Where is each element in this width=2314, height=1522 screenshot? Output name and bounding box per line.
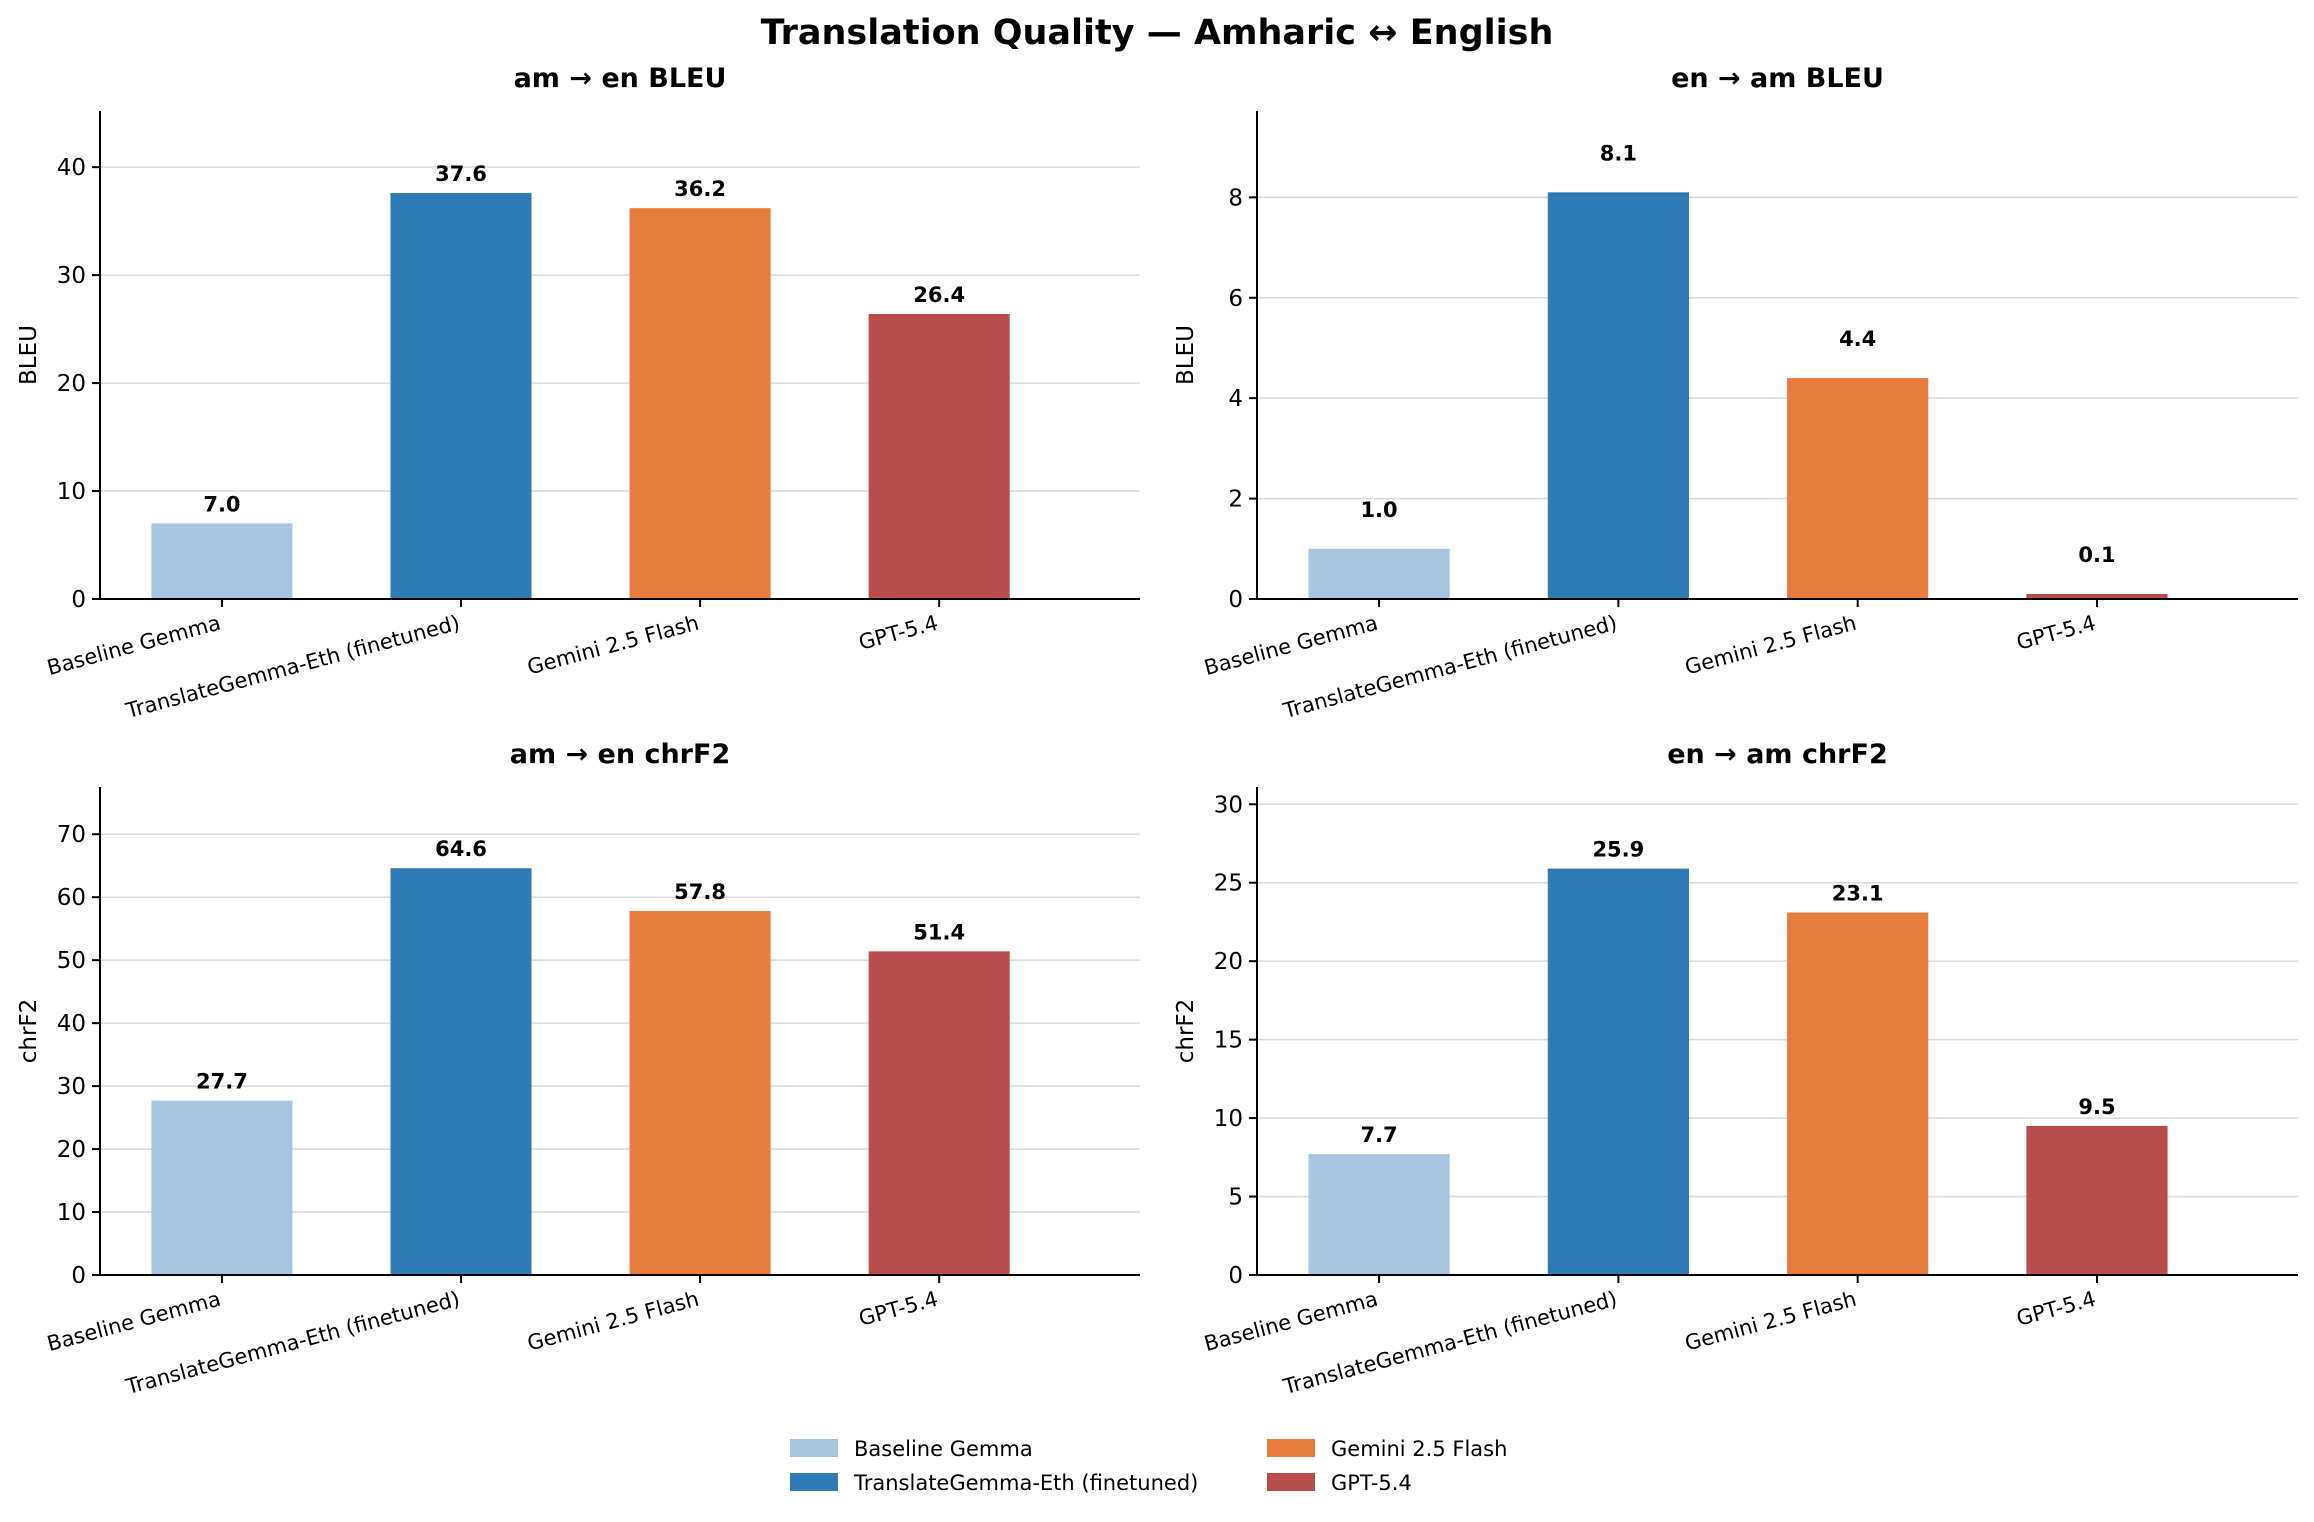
x-tick-label: Gemini 2.5 Flash xyxy=(1682,611,1859,680)
y-tick-label: 30 xyxy=(1214,792,1243,818)
bar-baseline-gemma xyxy=(151,1100,293,1275)
panel-title: am → en BLEU xyxy=(514,63,727,94)
chart-panel-4: 0 5 10 15 20 25 30 7.7 25.9 23.1 9.5 Baseline Gemma… xyxy=(1173,739,2298,1399)
legend-label: Baseline Gemma xyxy=(854,1437,1033,1461)
panel-title: en → am BLEU xyxy=(1671,63,1884,94)
y-axis-label: chrF2 xyxy=(16,999,42,1064)
data-label: 64.6 xyxy=(435,837,487,861)
bar-baseline-gemma xyxy=(1308,1154,1450,1275)
x-tick-label: Gemini 2.5 Flash xyxy=(1682,1287,1859,1356)
bar-gemini-2-5-flash xyxy=(1787,912,1929,1275)
legend: Baseline Gemma TranslateGemma-Eth (finetu… xyxy=(790,1437,1507,1495)
bar-gpt-5-4 xyxy=(868,313,1010,599)
legend-swatch xyxy=(790,1439,838,1457)
bar-translategemma-eth-finetuned xyxy=(390,193,532,599)
bar-gpt-5-4 xyxy=(868,951,1010,1275)
y-tick-label: 15 xyxy=(1214,1028,1243,1054)
y-tick-label: 0 xyxy=(71,587,86,613)
y-axis-label: BLEU xyxy=(16,325,42,385)
y-tick-label: 40 xyxy=(57,155,86,181)
data-label: 36.2 xyxy=(674,177,726,201)
data-label: 51.4 xyxy=(913,920,965,944)
data-label: 23.1 xyxy=(1832,882,1884,906)
figure-title: Translation Quality — Amharic ↔ English xyxy=(761,13,1554,53)
legend-swatch xyxy=(1267,1439,1315,1457)
y-tick-label: 25 xyxy=(1214,871,1243,897)
legend-item-translategemma-eth-finetuned: TranslateGemma-Eth (finetuned) xyxy=(790,1471,1198,1495)
y-axis-label: chrF2 xyxy=(1173,999,1199,1064)
y-tick-label: 6 xyxy=(1228,286,1243,312)
y-tick-label: 10 xyxy=(1214,1106,1243,1132)
data-label: 26.4 xyxy=(913,283,965,307)
legend-swatch xyxy=(1267,1473,1315,1491)
bar-translategemma-eth-finetuned xyxy=(390,868,532,1275)
y-tick-label: 40 xyxy=(57,1011,86,1037)
data-label: 25.9 xyxy=(1592,838,1644,862)
x-tick-label: Baseline Gemma xyxy=(44,611,223,680)
x-tick-label: GPT-5.4 xyxy=(856,611,940,655)
bar-gemini-2-5-flash xyxy=(1787,378,1929,599)
data-label: 0.1 xyxy=(2078,543,2115,567)
x-tick-label: Gemini 2.5 Flash xyxy=(525,611,702,680)
x-tick-label: GPT-5.4 xyxy=(856,1287,940,1331)
data-label: 7.7 xyxy=(1360,1123,1397,1147)
bar-baseline-gemma xyxy=(151,523,293,599)
bar-gemini-2-5-flash xyxy=(629,208,771,599)
y-axis-label: BLEU xyxy=(1173,325,1199,385)
x-tick-label: Gemini 2.5 Flash xyxy=(525,1287,702,1356)
legend-item-baseline-gemma: Baseline Gemma xyxy=(790,1437,1033,1461)
x-tick-label: Baseline Gemma xyxy=(44,1287,223,1356)
legend-item-gemini-2-5-flash: Gemini 2.5 Flash xyxy=(1267,1437,1507,1461)
data-label: 9.5 xyxy=(2078,1095,2115,1119)
x-tick-label: Baseline Gemma xyxy=(1202,1287,1381,1356)
y-tick-label: 10 xyxy=(57,479,86,505)
y-tick-label: 8 xyxy=(1228,185,1243,211)
panel-title: en → am chrF2 xyxy=(1667,739,1887,770)
data-label: 37.6 xyxy=(435,162,487,186)
y-tick-label: 2 xyxy=(1228,487,1243,513)
y-tick-label: 20 xyxy=(1214,949,1243,975)
bar-gemini-2-5-flash xyxy=(629,911,771,1275)
y-tick-label: 30 xyxy=(57,263,86,289)
y-tick-label: 70 xyxy=(57,822,86,848)
x-tick-label: Baseline Gemma xyxy=(1202,611,1381,680)
y-tick-label: 20 xyxy=(57,371,86,397)
y-tick-label: 60 xyxy=(57,885,86,911)
y-tick-label: 30 xyxy=(57,1074,86,1100)
data-label: 27.7 xyxy=(196,1070,248,1094)
data-label: 8.1 xyxy=(1600,141,1637,165)
legend-item-gpt-5-4: GPT-5.4 xyxy=(1267,1471,1412,1495)
y-tick-label: 50 xyxy=(57,948,86,974)
y-tick-label: 5 xyxy=(1228,1185,1243,1211)
bar-translategemma-eth-finetuned xyxy=(1547,192,1689,600)
legend-label: TranslateGemma-Eth (finetuned) xyxy=(853,1471,1198,1495)
y-tick-label: 4 xyxy=(1228,386,1243,412)
y-tick-label: 0 xyxy=(1228,587,1243,613)
y-tick-label: 20 xyxy=(57,1137,86,1163)
y-tick-label: 0 xyxy=(1228,1263,1243,1289)
x-tick-label: GPT-5.4 xyxy=(2014,1287,2098,1331)
y-tick-label: 0 xyxy=(71,1263,86,1289)
legend-swatch xyxy=(790,1473,838,1491)
panel-title: am → en chrF2 xyxy=(510,739,730,770)
data-label: 1.0 xyxy=(1360,498,1397,522)
bar-gpt-5-4 xyxy=(2026,593,2168,599)
y-tick-label: 10 xyxy=(57,1200,86,1226)
x-tick-label: GPT-5.4 xyxy=(2014,611,2098,655)
bar-gpt-5-4 xyxy=(2026,1125,2168,1275)
legend-label: Gemini 2.5 Flash xyxy=(1331,1437,1507,1461)
data-label: 4.4 xyxy=(1839,327,1876,351)
legend-label: GPT-5.4 xyxy=(1331,1471,1412,1495)
bar-baseline-gemma xyxy=(1308,548,1450,599)
chart-panel-3: 0 10 20 30 40 50 60 70 27.7 64.6 57.8 51.4 Baseline … xyxy=(16,739,1140,1399)
data-label: 7.0 xyxy=(203,492,240,516)
data-label: 57.8 xyxy=(674,880,726,904)
bar-translategemma-eth-finetuned xyxy=(1547,868,1689,1275)
